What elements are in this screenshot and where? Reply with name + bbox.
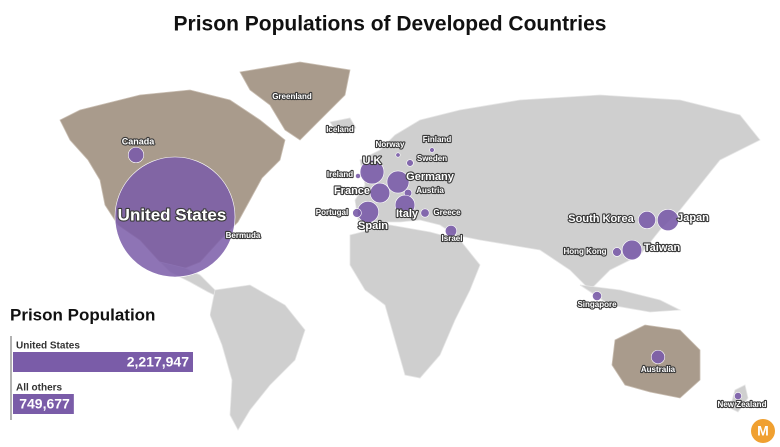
- country-label: Finland: [423, 135, 452, 144]
- bubble: [369, 182, 391, 204]
- bubble: [429, 147, 435, 153]
- country-label: Norway: [376, 140, 405, 149]
- south-america: [209, 284, 306, 431]
- bubble: [592, 291, 602, 301]
- country-label: Taiwan: [644, 242, 681, 254]
- country-label: France: [334, 185, 370, 197]
- bubble: [406, 159, 414, 167]
- eurasia: [354, 94, 761, 291]
- country-label: Germany: [406, 171, 455, 183]
- country-label: Greece: [433, 208, 461, 217]
- country-label: South Korea: [568, 213, 634, 225]
- bubble: [386, 170, 410, 194]
- country-label: Israel: [442, 234, 463, 243]
- country-label: Japan: [677, 212, 709, 224]
- bubble: [395, 152, 401, 158]
- logo: [751, 419, 775, 443]
- country-label: Italy: [396, 208, 419, 220]
- bar-name: All others: [16, 383, 63, 394]
- country-label: Singapore: [577, 300, 617, 309]
- country-label: Canada: [122, 136, 156, 146]
- country-label: Iceland: [326, 125, 354, 134]
- bubble: [114, 156, 236, 278]
- title: Prison Populations of Developed Countrie…: [174, 13, 607, 36]
- country-label: New Zealand: [718, 400, 767, 409]
- bubbles: [114, 129, 742, 400]
- bubble: [241, 234, 245, 238]
- legend-title: Prison Population: [10, 305, 155, 324]
- legend-bg: [0, 300, 210, 447]
- country-label: Spain: [358, 220, 388, 232]
- country-label: Sweden: [417, 154, 447, 163]
- country-label: Greenland: [272, 92, 312, 101]
- country-label: U.K: [363, 155, 382, 167]
- country-label: Portugal: [316, 208, 348, 217]
- country-labels: United States Canada Greenland Iceland Bermu…: [117, 91, 768, 410]
- logo-text: M: [757, 423, 769, 439]
- bubble: [394, 194, 416, 216]
- country-label: United States: [118, 205, 227, 224]
- bubble: [650, 349, 666, 365]
- bar: [13, 352, 193, 372]
- bubble: [657, 209, 679, 231]
- bubble: [445, 225, 457, 237]
- legend: Prison Population United States 2,217,947…: [0, 300, 210, 447]
- africa: [349, 224, 481, 379]
- bubble: [359, 159, 385, 185]
- bar-name: United States: [16, 341, 80, 352]
- country-label: Ireland: [327, 170, 353, 179]
- iceland: [329, 117, 357, 135]
- country-label: Australia: [641, 365, 676, 374]
- bubble: [352, 208, 362, 218]
- bubble: [638, 211, 656, 229]
- bubble: [734, 392, 742, 400]
- country-label: Austria: [416, 186, 444, 195]
- bubble: [612, 247, 622, 257]
- country-label: Bermuda: [226, 231, 261, 240]
- bar-value: 2,217,947: [127, 354, 189, 370]
- bubble: [621, 239, 643, 261]
- country-label: Hong Kong: [563, 247, 606, 256]
- bubble: [127, 146, 145, 164]
- bubble: [420, 208, 430, 218]
- bubble: [339, 129, 341, 131]
- bubble: [355, 173, 361, 179]
- greenland: [239, 61, 351, 141]
- bar: [13, 394, 74, 414]
- bar-value: 749,677: [19, 396, 70, 412]
- southeast-asia: [579, 284, 682, 313]
